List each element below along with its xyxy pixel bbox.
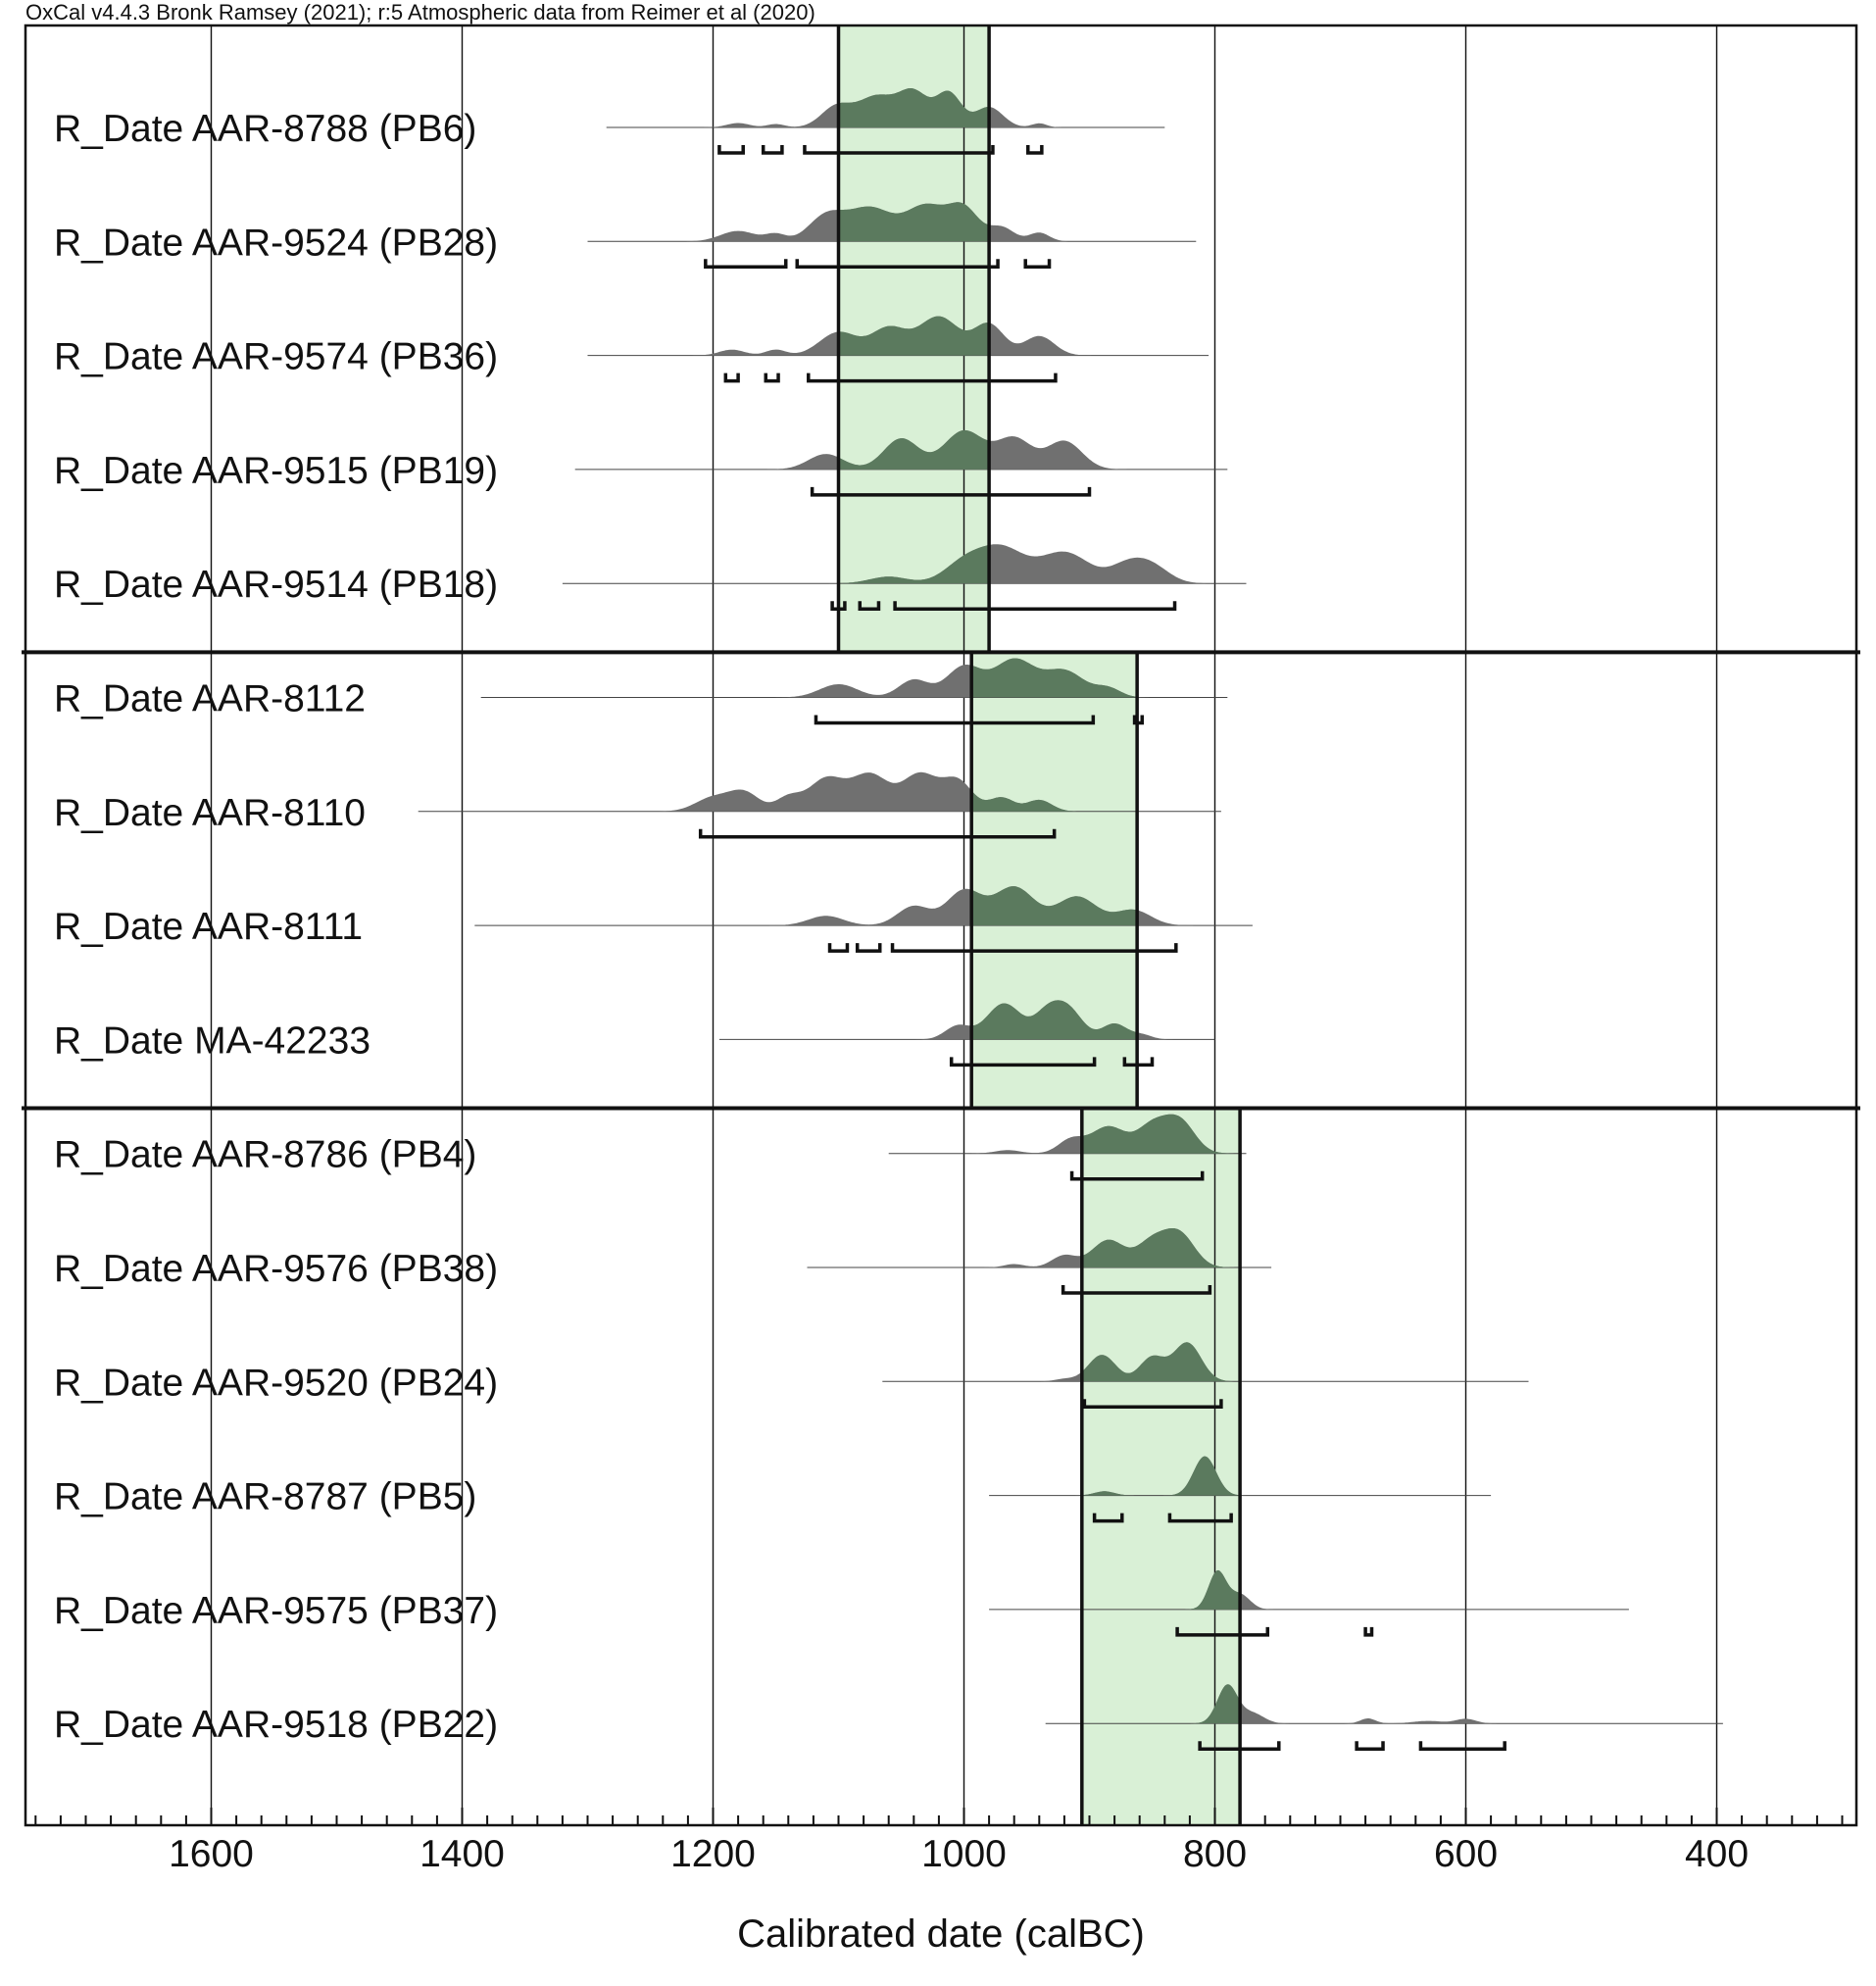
sample-label: R_Date AAR-9574 (PB36) bbox=[54, 336, 498, 378]
hpd-range-bracket bbox=[723, 372, 740, 383]
hpd-range-bracket bbox=[1167, 1513, 1233, 1523]
sample-label: R_Date AAR-9515 (PB19) bbox=[54, 450, 498, 492]
hpd-range-bracket bbox=[827, 943, 850, 953]
hpd-range-bracket bbox=[764, 372, 780, 383]
hpd-range-bracket bbox=[1082, 1399, 1223, 1410]
hpd-ranges-layer bbox=[698, 145, 1506, 1751]
hpd-range-bracket bbox=[1061, 1285, 1212, 1295]
hpd-range-bracket bbox=[717, 145, 745, 155]
probability-distribution-overlap bbox=[1081, 1456, 1241, 1496]
probability-distribution-overlap bbox=[971, 658, 1138, 698]
probability-distribution bbox=[418, 771, 1221, 812]
sample-label: R_Date AAR-8787 (PB5) bbox=[54, 1476, 476, 1518]
sample-label: R_Date AAR-9575 (PB37) bbox=[54, 1590, 498, 1632]
hpd-range-bracket bbox=[1418, 1741, 1506, 1751]
hpd-range-bracket bbox=[1026, 145, 1044, 155]
hpd-range-bracket bbox=[698, 828, 1057, 839]
hpd-range-bracket bbox=[807, 372, 1058, 383]
probability-distribution-overlap bbox=[1081, 1114, 1241, 1154]
x-tick-label: 800 bbox=[1183, 1833, 1247, 1875]
probability-distribution-overlap bbox=[838, 88, 990, 127]
sample-label: R_Date AAR-9514 (PB18) bbox=[54, 564, 498, 606]
x-tick-label: 1600 bbox=[169, 1833, 254, 1875]
probability-distribution-overlap bbox=[838, 316, 990, 356]
sample-label: R_Date MA-42233 bbox=[54, 1019, 370, 1062]
probability-distribution-overlap bbox=[1081, 1569, 1241, 1610]
x-tick-label: 400 bbox=[1685, 1833, 1749, 1875]
sample-labels-layer: R_Date AAR-8788 (PB6) R_Date AAR-9524 (PB… bbox=[54, 108, 498, 1746]
sample-label: R_Date AAR-8112 bbox=[54, 678, 366, 720]
boundary-lines-layer bbox=[836, 25, 1242, 1825]
probability-distribution-overlap bbox=[971, 886, 1138, 926]
probability-distribution-overlap bbox=[1081, 1228, 1241, 1267]
hpd-range-bracket bbox=[1069, 1170, 1205, 1181]
x-axis: 1600 1400 1200 1000 800 600 400 bbox=[34, 1808, 1844, 1875]
plot-frame bbox=[24, 24, 1858, 1827]
probability-distribution-overlap bbox=[1081, 1342, 1241, 1382]
hpd-range-bracket bbox=[1355, 1741, 1385, 1751]
hpd-range-bracket bbox=[810, 486, 1092, 497]
probability-distribution-overlap bbox=[838, 544, 990, 584]
x-tick-label: 1200 bbox=[670, 1833, 756, 1875]
hpd-range-bracket bbox=[890, 943, 1178, 953]
overlap-distributions-layer bbox=[838, 88, 1241, 1724]
sample-label: R_Date AAR-9518 (PB22) bbox=[54, 1704, 498, 1746]
sample-label: R_Date AAR-8110 bbox=[54, 792, 366, 834]
hpd-range-bracket bbox=[893, 601, 1177, 611]
hpd-range-bracket bbox=[1363, 1626, 1374, 1637]
hpd-range-bracket bbox=[704, 259, 788, 270]
hpd-range-bracket bbox=[1092, 1513, 1124, 1523]
probability-distribution-overlap bbox=[838, 429, 990, 470]
probability-distribution-overlap bbox=[1081, 1684, 1241, 1724]
oxcal-header: OxCal v4.4.3 Bronk Ramsey (2021); r:5 At… bbox=[25, 0, 815, 25]
probability-distribution bbox=[562, 544, 1247, 584]
sample-label: R_Date AAR-9524 (PB28) bbox=[54, 222, 498, 264]
sample-label: R_Date AAR-8786 (PB4) bbox=[54, 1134, 476, 1176]
group-separators-layer bbox=[22, 650, 1860, 1111]
sample-label: R_Date AAR-9576 (PB38) bbox=[54, 1248, 498, 1290]
hpd-range-bracket bbox=[855, 943, 882, 953]
sample-label: R_Date AAR-9520 (PB24) bbox=[54, 1362, 498, 1404]
hpd-range-bracket bbox=[1175, 1626, 1270, 1637]
x-axis-title: Calibrated date (calBC) bbox=[737, 1912, 1145, 1956]
hpd-range-bracket bbox=[949, 1057, 1097, 1067]
hpd-range-bracket bbox=[803, 145, 995, 155]
sample-label: R_Date AAR-8788 (PB6) bbox=[54, 108, 476, 150]
probability-distribution-overlap bbox=[971, 1000, 1138, 1040]
x-tick-label: 1400 bbox=[420, 1833, 505, 1875]
hpd-range-bracket bbox=[795, 259, 1000, 270]
hpd-range-bracket bbox=[1023, 259, 1052, 270]
hpd-range-bracket bbox=[858, 601, 881, 611]
x-tick-label: 600 bbox=[1434, 1833, 1498, 1875]
hpd-range-bracket bbox=[814, 715, 1096, 725]
probability-distribution-overlap bbox=[838, 202, 990, 242]
probability-distribution-overlap bbox=[971, 790, 1138, 812]
x-tick-label: 1000 bbox=[921, 1833, 1007, 1875]
sample-label: R_Date AAR-8111 bbox=[54, 906, 363, 948]
hpd-range-bracket bbox=[761, 145, 784, 155]
